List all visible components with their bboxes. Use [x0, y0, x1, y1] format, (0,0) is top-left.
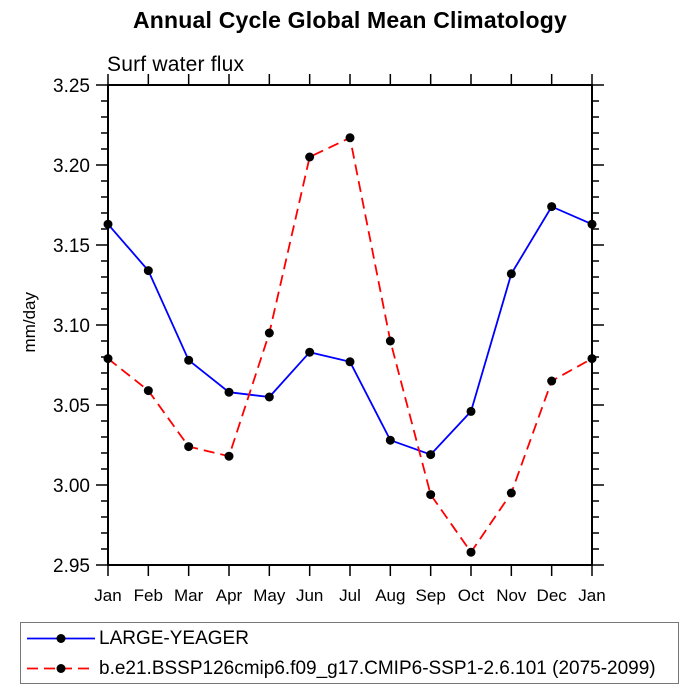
data-point-marker — [587, 219, 597, 229]
x-tick-label: Jun — [296, 586, 323, 605]
data-point-marker — [143, 386, 153, 396]
x-tick-label: Feb — [134, 586, 163, 605]
data-point-marker — [506, 488, 516, 498]
data-point-marker — [264, 392, 274, 402]
data-point-marker — [224, 387, 234, 397]
x-tick-label: Dec — [537, 586, 568, 605]
data-point-marker — [385, 435, 395, 445]
legend-sample-marker — [56, 633, 66, 643]
legend-line-sample-dashed — [27, 663, 95, 673]
legend-label: LARGE-YEAGER — [99, 627, 249, 649]
x-tick-label: Oct — [458, 586, 485, 605]
data-point-marker — [143, 266, 153, 276]
y-tick-label: 3.25 — [53, 76, 90, 97]
chart-title: Annual Cycle Global Mean Climatology — [132, 7, 568, 33]
series-line-solid — [107, 205, 593, 456]
x-tick-label: Jan — [94, 586, 121, 605]
x-tick-label: Nov — [496, 586, 527, 605]
data-point-marker — [305, 152, 315, 162]
x-tick-label: Jul — [339, 586, 361, 605]
y-tick-label: 3.05 — [53, 396, 90, 417]
x-tick-label: Apr — [216, 586, 243, 605]
y-tick-label: 3.10 — [53, 316, 90, 337]
data-point-marker — [506, 269, 516, 279]
y-tick-label: 3.15 — [53, 236, 90, 257]
legend-box: LARGE-YEAGER b.e21.BSSP126cmip6.f09_g17.… — [20, 622, 679, 684]
data-point-marker — [184, 355, 194, 365]
series-line-dashed — [107, 136, 593, 554]
data-point-marker — [264, 328, 274, 338]
legend-line-sample-solid — [27, 633, 95, 643]
data-point-marker — [466, 547, 476, 557]
chart-subtitle: Surf water flux — [107, 53, 245, 76]
data-point-marker — [103, 354, 113, 364]
x-tick-label: Jan — [578, 586, 605, 605]
data-point-marker — [587, 354, 597, 364]
legend-sample-marker — [56, 663, 66, 673]
data-point-marker — [305, 347, 315, 357]
data-point-marker — [345, 133, 355, 143]
data-point-marker — [184, 442, 194, 452]
x-tick-label: May — [253, 586, 286, 605]
data-point-marker — [547, 376, 557, 386]
legend-item-ssp126: b.e21.BSSP126cmip6.f09_g17.CMIP6-SSP1-2.… — [25, 654, 678, 683]
data-point-marker — [426, 490, 436, 500]
data-point-marker — [224, 451, 234, 461]
data-point-marker — [385, 336, 395, 346]
data-point-marker — [426, 450, 436, 460]
x-tick-label: Aug — [375, 586, 405, 605]
y-tick-label: 2.95 — [53, 556, 90, 577]
data-point-marker — [103, 219, 113, 229]
y-tick-label: 3.20 — [53, 156, 90, 177]
data-point-marker — [547, 202, 557, 212]
y-tick-label: 3.00 — [53, 476, 90, 497]
plot-frame — [107, 84, 593, 566]
legend-item-large-yeager: LARGE-YEAGER — [25, 624, 678, 653]
x-tick-label: Mar — [174, 586, 204, 605]
x-tick-label: Sep — [416, 586, 446, 605]
data-point-marker — [345, 357, 355, 367]
data-point-marker — [466, 406, 476, 416]
legend-label: b.e21.BSSP126cmip6.f09_g17.CMIP6-SSP1-2.… — [99, 657, 656, 679]
